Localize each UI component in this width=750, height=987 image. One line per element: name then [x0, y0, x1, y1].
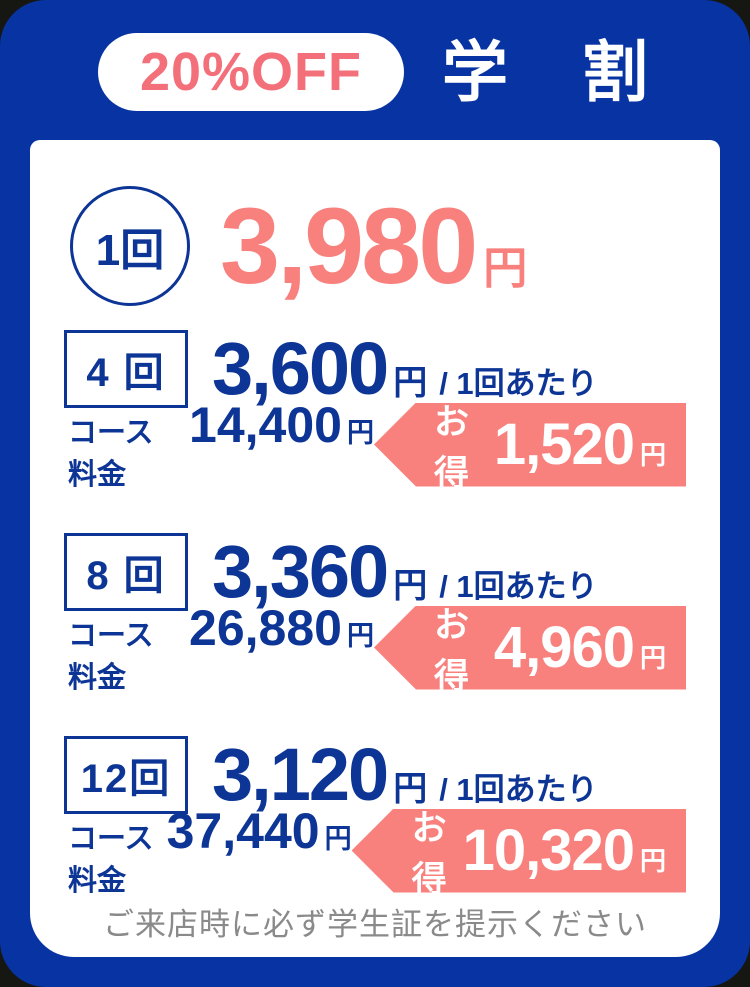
course-price: 37,440: [166, 803, 320, 859]
savings-price-group: 1,520 円: [493, 411, 666, 477]
savings-label: お得: [411, 808, 447, 899]
plan-row-12: 12回 3,120 円 / 1回あたり コース料金 37,440 円 お得: [64, 736, 686, 899]
header: 20%OFF 学 割: [0, 0, 750, 140]
plan-price-group: 3,360 円 / 1回あたり: [212, 535, 598, 609]
plan-count-badge: 8 回: [64, 533, 188, 611]
course-fee-label: コース料金: [68, 620, 154, 694]
savings-badge: お得 1,520 円: [373, 402, 686, 487]
course-fee-label: コース料金: [68, 417, 154, 491]
plan-price: 3,360: [212, 530, 389, 613]
plan-price-unit: 円: [393, 567, 428, 605]
single-price: 3,980: [220, 185, 478, 306]
course-fee-label: コース料金: [68, 823, 154, 897]
single-session-row: 1回 3,980 円: [70, 186, 686, 306]
savings-label: お得: [433, 605, 469, 696]
plan-price-line: 8 回 3,360 円 / 1回あたり: [64, 533, 686, 611]
savings-price-group: 10,320 円: [462, 817, 666, 883]
plan-row-8: 8 回 3,360 円 / 1回あたり コース料金 26,880 円 お得: [64, 533, 686, 696]
savings-price: 4,960: [493, 614, 635, 680]
course-price-group: コース料金 26,880 円: [68, 599, 374, 696]
savings-price: 10,320: [462, 817, 635, 883]
savings-badge: お得 10,320 円: [351, 808, 686, 893]
course-price-unit: 円: [346, 418, 374, 448]
plan-course-line: コース料金 37,440 円 お得 10,320 円: [64, 802, 686, 899]
per-session-label: / 1回あたり: [439, 772, 598, 807]
course-price-unit: 円: [346, 621, 374, 651]
savings-price: 1,520: [493, 411, 635, 477]
plan-row-4: 4 回 3,600 円 / 1回あたり コース料金 14,400 円 お得: [64, 330, 686, 493]
per-session-label: / 1回あたり: [439, 569, 598, 604]
savings-badge: お得 4,960 円: [373, 605, 686, 690]
discount-badge: 20%OFF: [97, 33, 405, 111]
single-count-badge: 1回: [70, 186, 190, 306]
discount-badge-label: 20%OFF: [139, 42, 363, 102]
plan-price-line: 4 回 3,600 円 / 1回あたり: [64, 330, 686, 408]
single-price-group: 3,980 円: [220, 192, 527, 300]
plan-course-line: コース料金 14,400 円 お得 1,520 円: [64, 396, 686, 493]
plan-count-badge: 12回: [64, 736, 188, 814]
plan-price-line: 12回 3,120 円 / 1回あたり: [64, 736, 686, 814]
course-price: 26,880: [189, 600, 342, 656]
course-price-unit: 円: [324, 824, 352, 854]
savings-price-unit: 円: [639, 439, 666, 470]
single-price-unit: 円: [483, 244, 528, 293]
plan-count-badge: 4 回: [64, 330, 188, 408]
page-title: 学 割: [442, 35, 653, 109]
course-price-group: コース料金 37,440 円: [68, 802, 352, 899]
per-session-label: / 1回あたり: [439, 366, 598, 401]
pricing-card: 1回 3,980 円 4 回 3,600 円 / 1回あたり: [30, 140, 720, 957]
plan-price-group: 3,120 円 / 1回あたり: [212, 738, 598, 812]
savings-label: お得: [433, 402, 469, 493]
plan-price: 3,120: [212, 733, 389, 816]
plan-price-unit: 円: [393, 364, 428, 402]
savings-price-unit: 円: [639, 845, 666, 876]
course-price: 14,400: [189, 397, 342, 453]
student-id-notice: ご来店時に必ず学生証を提示ください: [103, 907, 647, 942]
savings-price-group: 4,960 円: [493, 614, 666, 680]
plan-course-line: コース料金 26,880 円 お得 4,960 円: [64, 599, 686, 696]
plan-price-group: 3,600 円 / 1回あたり: [212, 332, 598, 406]
plan-price: 3,600: [212, 327, 389, 410]
course-price-group: コース料金 14,400 円: [68, 396, 374, 493]
plan-price-unit: 円: [393, 770, 428, 808]
savings-price-unit: 円: [639, 642, 666, 673]
